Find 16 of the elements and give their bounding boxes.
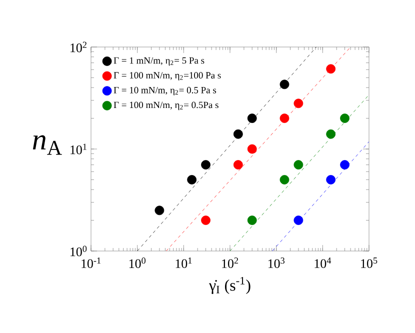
y-tick-label: 10$^{2}$: [70, 42, 86, 52]
y-tick-label: 10$^{0}$: [70, 246, 87, 256]
legend-label: Γ = 100 mN/m, η$_{2}$=100 Pa s: [114, 72, 221, 80]
x-tick-label: 10$^{2}$: [222, 258, 238, 268]
y-axis-title: n$_{A}$: [32, 135, 62, 155]
x-tick-label: 10$^{1}$: [176, 258, 192, 268]
x-tick-label: 10$^{-1}$: [82, 258, 100, 268]
legend-label: Γ = 10 mN/m, η$_{2}$= 0.5 Pa s: [114, 86, 216, 96]
x-tick-label: 10$^{3}$: [268, 258, 284, 268]
x-tick-label: 10$^{5}$: [361, 258, 378, 268]
x-tick-label: 10$^{4}$: [314, 258, 332, 268]
legend-label: Γ = 1 mN/m, η$_{2}$= 5 Pa s: [114, 57, 204, 66]
y-tick-label: 10$^{1}$: [70, 144, 86, 154]
legend-label: Γ = 100 mN/m, η$_{2}$= 0.5Pa s: [114, 102, 218, 110]
x-axis-title: γ̇$_{I}$ (s$^{-1}$): [208, 276, 250, 294]
x-tick-label: 10$^{0}$: [129, 258, 146, 268]
